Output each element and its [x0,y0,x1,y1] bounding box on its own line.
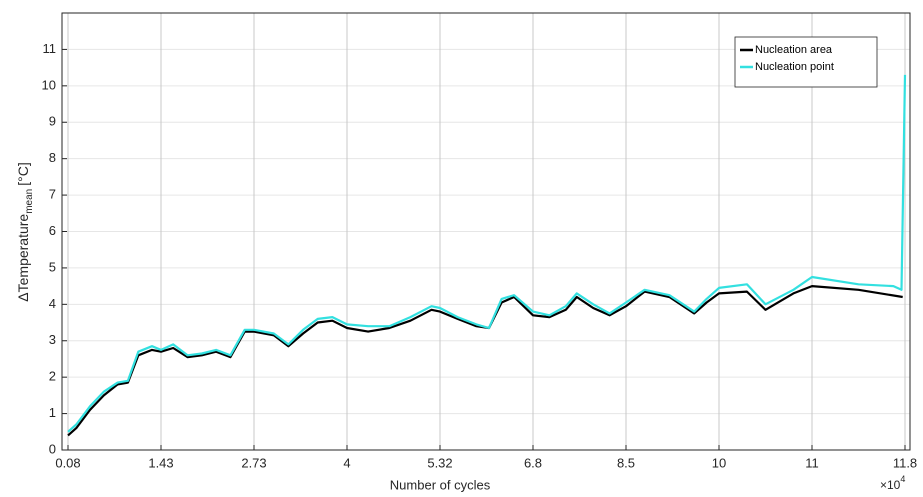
x-tick-label: 1.43 [148,455,173,470]
x-axis-label: Number of cycles [390,477,491,492]
x-tick-label: 10 [712,455,726,470]
multiplier-base: ×10 [880,478,901,492]
legend-label: Nucleation area [755,44,833,56]
y-axis-label: ΔTemperaturemean [°C] [15,162,35,301]
x-tick-label: 0.08 [55,455,80,470]
y-tick-label: 1 [49,405,56,420]
y-tick-label: 2 [49,369,56,384]
y-label-unit: [°C] [15,162,31,186]
y-tick-label: 7 [49,187,56,202]
series-line [67,74,907,433]
x-tick-label: 6.8 [524,455,542,470]
x-tick-label: 11.8 [893,455,917,470]
y-tick-label: 5 [49,259,56,274]
y-label-main: ΔTemperature [15,214,31,302]
x-tick-label: 11 [805,455,819,470]
y-tick-label: 3 [49,332,56,347]
y-tick-label: 0 [49,441,56,456]
x-tick-label: 2.73 [241,455,266,470]
y-label-subscript: mean [24,189,35,214]
y-tick-label: 4 [49,296,56,311]
x-tick-label: 4 [343,455,350,470]
y-tick-label: 10 [42,77,56,92]
series-line [67,285,903,437]
x-multiplier: ×104 [880,474,905,492]
y-tick-label: 11 [43,41,57,56]
legend-label: Nucleation point [755,61,834,73]
y-tick-label: 9 [49,114,56,129]
multiplier-exponent: 4 [900,474,905,484]
legend: Nucleation area Nucleation point [734,36,878,88]
axes-box [61,12,911,451]
y-tick-label: 8 [49,150,56,165]
legend-box [734,36,878,88]
x-tick-label: 5.32 [427,455,452,470]
x-tick-label: 8.5 [617,455,635,470]
y-tick-label: 6 [49,223,56,238]
